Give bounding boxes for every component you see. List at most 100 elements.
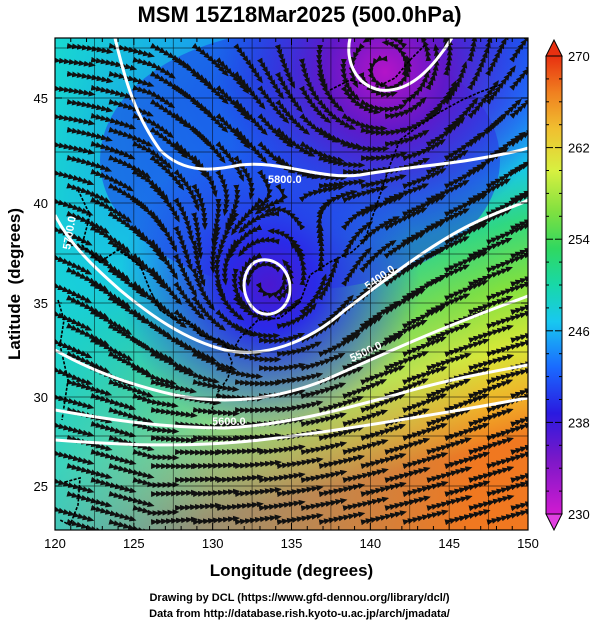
- streamline: [342, 468, 389, 484]
- streamline: [55, 56, 96, 68]
- streamline: [276, 513, 324, 526]
- streamline: [468, 466, 515, 484]
- streamline: [216, 501, 264, 512]
- streamline: [55, 392, 95, 410]
- streamline: [276, 457, 324, 470]
- credit-line-drawing: Drawing by DCL (https://www.gfd-dennou.o…: [149, 592, 450, 604]
- x-axis-title: Longitude (degrees): [210, 561, 373, 580]
- streamline: [175, 449, 223, 456]
- streamline: [258, 499, 306, 512]
- streamline: [108, 518, 155, 530]
- streamline: [468, 437, 514, 456]
- streamline: [132, 392, 179, 409]
- streamline: [150, 434, 199, 444]
- streamline: [150, 406, 198, 419]
- height-contours: [55, 38, 528, 447]
- x-tick-label: 130: [202, 536, 224, 551]
- temperature-field: 5800.0 5400.0 5700.0 5500.0 5600.0: [55, 38, 528, 530]
- streamline: [342, 350, 387, 372]
- streamline: [192, 434, 241, 442]
- streamline: [258, 332, 306, 345]
- streamline: [510, 379, 528, 400]
- streamline: [192, 515, 240, 526]
- streamline: [300, 441, 348, 456]
- streamline: [234, 487, 282, 498]
- streamline: [151, 489, 199, 498]
- x-tick-label: 125: [123, 536, 145, 551]
- x-tick-labels: 120 125 130 135 140 145 150: [44, 536, 539, 551]
- streamline: [402, 480, 449, 498]
- streamline: [468, 494, 515, 512]
- colorbar-max-arrow: [545, 38, 563, 57]
- streamline: [191, 183, 208, 231]
- streamline: [235, 406, 283, 414]
- streamline: [486, 480, 528, 498]
- streamline: [150, 516, 199, 526]
- streamline: [66, 378, 113, 396]
- streamline: [234, 514, 282, 526]
- streamline: [234, 350, 282, 363]
- streamline: [216, 474, 264, 483]
- streamline: [300, 315, 341, 344]
- streamline: [132, 504, 180, 517]
- streamline: [444, 338, 490, 358]
- streamline: [342, 141, 390, 153]
- streamline: [66, 462, 113, 480]
- x-tick-label: 120: [44, 536, 66, 551]
- streamline: [66, 42, 114, 55]
- streamline: [90, 84, 137, 100]
- streamline: [444, 451, 491, 470]
- streamline: [510, 466, 528, 484]
- streamline: [342, 409, 389, 428]
- streamline: [192, 378, 240, 393]
- colorbar-tick-label: 246: [568, 324, 590, 339]
- streamline: [55, 112, 96, 126]
- streamline: [55, 168, 95, 186]
- contour-label: 5600.0: [212, 416, 246, 428]
- x-tick-label: 145: [438, 536, 460, 551]
- streamline: [258, 444, 306, 456]
- streamline: [55, 448, 95, 466]
- streamline: [341, 247, 372, 287]
- colorbar-tick-label: 230: [568, 507, 590, 522]
- streamline: [191, 155, 218, 198]
- streamline: [486, 281, 528, 302]
- streamline: [90, 112, 137, 130]
- streamline: [132, 420, 180, 435]
- streamline: [108, 490, 155, 508]
- chart-title: MSM 15Z18Mar2025 (500.0hPa): [137, 2, 462, 27]
- colorbar-tick-label: 254: [568, 232, 590, 247]
- streamline: [510, 326, 528, 344]
- streamline: [384, 495, 431, 512]
- credit-line-data: Data from http://database.rish.kyoto-u.a…: [149, 608, 450, 620]
- streamline: [384, 466, 431, 484]
- streamline: [234, 379, 282, 387]
- streamline: [318, 454, 365, 470]
- streamline: [318, 396, 365, 414]
- y-axis-title: Latitude (degrees): [5, 208, 24, 360]
- streamline: [300, 382, 347, 400]
- streamline: [510, 297, 528, 316]
- y-tick-label: 30: [34, 390, 48, 405]
- streamline: [318, 425, 365, 442]
- streamline: [66, 126, 113, 142]
- streamline: [300, 168, 348, 181]
- streamline: [276, 341, 323, 358]
- contour-label: 5700.0: [61, 215, 79, 250]
- x-tick-label: 150: [517, 536, 539, 551]
- streamline: [258, 472, 306, 484]
- streamline: [55, 420, 95, 437]
- streamline: [426, 495, 473, 512]
- streamline: [527, 38, 528, 49]
- colorbar-tick-label: 262: [568, 141, 590, 156]
- streamline: [486, 310, 528, 330]
- streamline: [360, 481, 407, 498]
- streamline: [300, 498, 348, 512]
- streamline: [216, 364, 264, 380]
- streamline: [150, 378, 197, 394]
- x-tick-label: 140: [359, 536, 381, 551]
- streamline: [510, 268, 528, 288]
- streamline: [360, 365, 406, 386]
- gridlines: [55, 38, 528, 530]
- streamline: [486, 451, 528, 470]
